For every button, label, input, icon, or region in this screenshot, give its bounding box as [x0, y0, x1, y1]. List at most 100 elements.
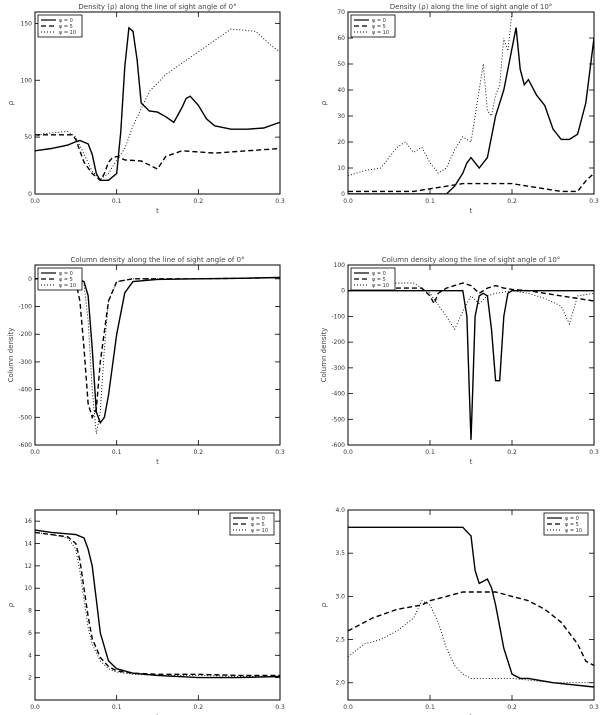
y-tick-label: 0 [341, 288, 345, 295]
x-axis-label: t [470, 458, 473, 466]
series-line-3 [35, 531, 280, 677]
series-line-3 [348, 282, 594, 331]
x-tick-label: 0.0 [30, 704, 40, 711]
plot-frame [347, 509, 595, 701]
legend: φ = 0φ = 5φ = 10 [229, 512, 275, 536]
legend-entry: φ = 10 [372, 30, 389, 36]
legend: φ = 0φ = 5φ = 10 [350, 14, 396, 38]
y-tick-label: 100 [334, 262, 346, 269]
legend-entry: φ = 10 [59, 30, 76, 36]
legend-entry: φ = 10 [59, 283, 76, 289]
y-tick-label: -200 [331, 339, 345, 346]
legend-entry: φ = 10 [565, 528, 582, 534]
legend-entry: φ = 0 [59, 271, 73, 277]
y-axis-label: Column density [320, 328, 328, 383]
y-tick-label: -300 [18, 359, 32, 366]
y-tick-label: 100 [21, 77, 33, 84]
x-tick-label: 0.2 [507, 704, 517, 711]
x-tick-label: 0.1 [425, 449, 435, 456]
x-tick-label: 0.3 [589, 198, 599, 205]
y-tick-label: 0 [341, 191, 345, 198]
y-tick-label: -400 [331, 391, 345, 398]
panel-title: Density (ρ) along the line of sight angl… [78, 3, 236, 11]
y-axis-label: ρ [7, 602, 15, 607]
plot-frame [34, 509, 281, 701]
y-tick-label: 4.0 [335, 507, 345, 514]
series-line-1 [35, 276, 280, 425]
chart-panel-5: 0.0 0.1 0.2 0.3 2 4 6 8 10 12 14 16 t ρ φ = 0φ = 5φ = … [7, 509, 285, 715]
legend: φ = 0φ = 5φ = 10 [37, 14, 83, 38]
y-tick-label: -600 [18, 442, 32, 449]
legend: φ = 0φ = 5φ = 10 [350, 267, 396, 291]
x-tick-label: 0.3 [589, 449, 599, 456]
y-tick-label: 50 [24, 134, 32, 141]
y-tick-label: 4 [28, 652, 32, 659]
y-tick-label: 12 [24, 563, 32, 570]
legend-entry: φ = 10 [372, 283, 389, 289]
y-tick-label: -600 [331, 442, 345, 449]
x-tick-label: 0.0 [343, 198, 353, 205]
series-line-3 [348, 600, 594, 684]
legend-entry: φ = 0 [372, 271, 386, 277]
x-tick-label: 0.3 [275, 198, 285, 205]
panel-title: Column density along the line of sight a… [382, 256, 561, 264]
x-tick-label: 0.3 [275, 449, 285, 456]
legend-entry: φ = 0 [251, 516, 265, 522]
legend: φ = 0φ = 5φ = 10 [543, 512, 589, 536]
y-axis-label: ρ [320, 602, 328, 607]
legend: φ = 0φ = 5φ = 10 [37, 267, 83, 291]
x-tick-label: 0.2 [194, 449, 204, 456]
x-tick-label: 0.1 [425, 704, 435, 711]
x-tick-label: 0.2 [194, 704, 204, 711]
y-tick-label: 0 [28, 276, 32, 283]
series-line-1 [35, 26, 280, 181]
panel-title: Density (ρ) along the line of sight angl… [390, 3, 553, 11]
x-tick-label: 0.2 [194, 198, 204, 205]
plot-frame [347, 11, 595, 195]
panel-title: Column density along the line of sight a… [70, 256, 244, 264]
x-axis-label: t [156, 713, 159, 715]
y-tick-label: 10 [337, 165, 345, 172]
chart-panel-4: 0.0 0.1 0.2 0.3 100 0 -100 -200 -300 -400 -500 -600… [320, 256, 599, 466]
plot-frame [34, 264, 281, 446]
y-tick-label: -100 [18, 304, 32, 311]
series-line-1 [348, 526, 594, 688]
series-line-1 [348, 27, 594, 194]
x-tick-label: 0.1 [112, 449, 122, 456]
y-tick-label: 3.0 [335, 593, 345, 600]
y-tick-label: 3.5 [335, 550, 345, 557]
y-tick-label: -300 [331, 365, 345, 372]
legend-entry: φ = 5 [565, 522, 579, 528]
series-line-3 [35, 28, 280, 180]
plot-frame [347, 264, 595, 446]
y-tick-label: 2.0 [335, 680, 345, 687]
legend-entry: φ = 5 [372, 24, 386, 30]
x-tick-label: 0.1 [112, 704, 122, 711]
series-line-2 [348, 282, 594, 306]
y-tick-label: 6 [28, 630, 32, 637]
y-axis-label: ρ [320, 100, 328, 105]
y-tick-label: 50 [337, 61, 345, 68]
x-axis-label: t [470, 713, 473, 715]
series-line-2 [35, 276, 280, 420]
y-tick-label: -500 [18, 414, 32, 421]
legend-entry: φ = 0 [565, 516, 579, 522]
y-tick-label: 150 [21, 20, 33, 27]
x-tick-label: 0.3 [275, 704, 285, 711]
y-tick-label: -500 [331, 416, 345, 423]
x-axis-label: t [156, 458, 159, 466]
y-tick-label: 2 [28, 675, 32, 682]
x-tick-label: 0.0 [343, 704, 353, 711]
chart-panel-6: 0.0 0.1 0.2 0.3 2.0 2.5 3.0 3.5 4.0 t ρ φ = 0φ = 5φ… [320, 507, 599, 715]
y-axis-label: Column density [7, 328, 15, 383]
x-axis-label: t [470, 207, 473, 215]
y-tick-label: 8 [28, 608, 32, 615]
series-line-3 [35, 277, 280, 434]
series-line-2 [35, 531, 280, 677]
x-tick-label: 0.3 [589, 704, 599, 711]
x-tick-label: 0.1 [425, 198, 435, 205]
y-tick-label: 60 [337, 35, 345, 42]
chart-panel-1: 0.0 0.1 0.2 0.3 0 50 100 150 Density (ρ) along t… [7, 3, 285, 215]
series-line-2 [348, 172, 594, 193]
